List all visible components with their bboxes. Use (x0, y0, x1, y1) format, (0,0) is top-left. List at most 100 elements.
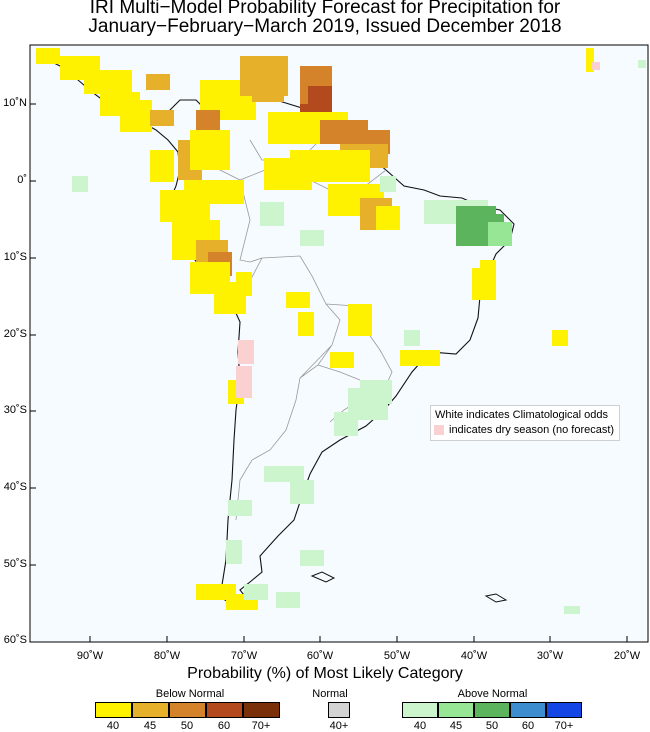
below-normal-cell (360, 206, 368, 214)
below-normal-cell (352, 208, 360, 216)
dry-season-cell (246, 356, 254, 364)
below-normal-cell (212, 592, 220, 600)
below-normal-cell (158, 158, 166, 166)
below-normal-cell (228, 196, 236, 204)
dry-season-cell (238, 348, 246, 356)
below-normal-cell (286, 300, 294, 308)
below-normal-cell (214, 146, 222, 154)
below-normal-cell (190, 278, 198, 286)
below-normal-cell (204, 240, 212, 248)
below-normal-cell (280, 174, 288, 182)
below-normal-cell (198, 286, 206, 294)
below-normal-cell (220, 240, 228, 248)
below-normal-cell (308, 74, 316, 82)
below-normal-cell (432, 358, 440, 366)
above-normal-cell (424, 208, 432, 216)
above-normal-cell (300, 558, 308, 566)
below-normal-cell (260, 86, 268, 94)
below-normal-cell (376, 198, 384, 206)
below-normal-cell (208, 196, 216, 204)
map-title-line1: IRI Multi−Model Probability Forecast for… (89, 0, 561, 18)
below-normal-cell (288, 166, 296, 174)
below-normal-cell (384, 214, 392, 222)
below-normal-cell (190, 286, 198, 294)
below-normal-cell (284, 112, 292, 120)
above-normal-cell (372, 412, 380, 420)
below-normal-cell (208, 88, 216, 96)
below-normal-cell (196, 584, 204, 592)
above-normal-cell (440, 216, 448, 224)
below-normal-cell (198, 154, 206, 162)
above-normal-cell (316, 558, 324, 566)
south-georgia-island (484, 593, 508, 603)
lat-label-50s: 50˚S (3, 558, 27, 570)
below-normal-cell (322, 166, 330, 174)
below-normal-cell (362, 166, 370, 174)
below-normal-cell (240, 112, 248, 120)
above-normal-cell (480, 222, 488, 230)
below-normal-cell (196, 256, 204, 264)
legend-below-value: 40 (106, 720, 120, 732)
below-normal-cell (252, 78, 260, 86)
below-normal-cell (392, 222, 400, 230)
below-normal-cell (136, 108, 144, 116)
below-normal-cell (364, 320, 372, 328)
below-normal-cell (336, 200, 344, 208)
below-normal-cell (196, 220, 204, 228)
legend-normal-value: 40+ (329, 720, 349, 732)
below-normal-cell (208, 180, 216, 188)
above-normal-cell (276, 210, 284, 218)
above-normal-cell (380, 412, 388, 420)
dry-season-cell (236, 382, 244, 390)
below-normal-cell (208, 188, 216, 196)
below-normal-cell (304, 174, 312, 182)
below-normal-cell (272, 158, 280, 166)
below-normal-cell (232, 104, 240, 112)
below-normal-cell (268, 136, 276, 144)
below-normal-cell (120, 100, 128, 108)
below-normal-cell (214, 162, 222, 170)
lon-label-40w: 40˚W (460, 650, 488, 662)
above-normal-cell (260, 210, 268, 218)
below-normal-cell (190, 270, 198, 278)
below-normal-cell (184, 180, 192, 188)
below-normal-cell (330, 352, 338, 360)
below-normal-cell (108, 108, 116, 116)
below-normal-cell (224, 104, 232, 112)
below-normal-cell (190, 162, 198, 170)
above-normal-cell (236, 508, 244, 516)
below-normal-cell (68, 56, 76, 64)
above-normal-cell (376, 396, 384, 404)
below-normal-cell (178, 172, 186, 180)
below-normal-cell (354, 158, 362, 166)
below-normal-cell (68, 64, 76, 72)
below-normal-cell (220, 196, 228, 204)
below-normal-cell (166, 174, 174, 182)
below-normal-cell (144, 124, 152, 132)
below-normal-cell (92, 56, 100, 64)
above-normal-cell (260, 202, 268, 210)
above-normal-cell (356, 404, 364, 412)
below-normal-cell (76, 72, 84, 80)
below-normal-cell (296, 174, 304, 182)
below-normal-cell (178, 208, 186, 216)
legend-above-swatch (510, 702, 546, 718)
below-normal-cell (340, 112, 348, 120)
dry-season-note: indicates dry season (no forecast) (449, 424, 615, 436)
below-normal-cell (272, 182, 280, 190)
below-normal-cell (472, 268, 480, 276)
below-normal-cell (354, 150, 362, 158)
below-normal-cell (248, 104, 256, 112)
below-normal-cell (194, 172, 202, 180)
below-normal-cell (314, 166, 322, 174)
above-normal-cell (440, 200, 448, 208)
below-normal-cell (292, 128, 300, 136)
below-normal-cell (202, 208, 210, 216)
below-normal-cell (224, 96, 232, 104)
below-normal-cell (264, 72, 272, 80)
below-normal-cell (298, 328, 306, 336)
below-normal-cell (206, 286, 214, 294)
below-normal-cell (408, 350, 416, 358)
below-normal-cell (222, 290, 230, 298)
below-normal-cell (338, 174, 346, 182)
